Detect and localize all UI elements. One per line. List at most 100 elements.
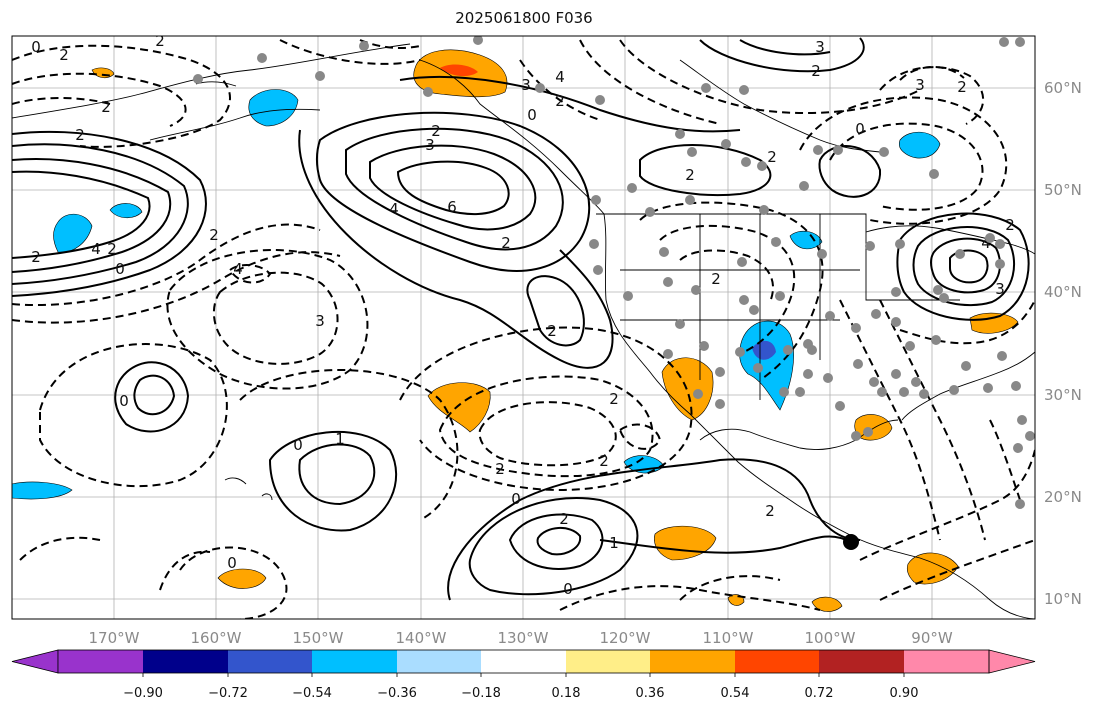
contour-label: 4 <box>91 240 101 258</box>
lon-label-170w: 170°W <box>89 629 140 647</box>
negative-anomaly-patch <box>12 481 73 500</box>
contour-label: 0 <box>563 580 573 598</box>
station-marker <box>807 345 817 355</box>
contour-label: 2 <box>559 510 569 528</box>
station-marker <box>1013 443 1023 453</box>
contour-label: 4 <box>389 200 399 218</box>
lon-label-150w: 150°W <box>293 629 344 647</box>
station-marker <box>701 83 711 93</box>
station-marker <box>783 345 793 355</box>
colorbar-tick-label: 0.90 <box>890 686 919 701</box>
strong-positive-anomaly-patch <box>440 64 478 77</box>
station-marker <box>853 359 863 369</box>
positive-anomaly-patch <box>906 552 959 585</box>
station-marker <box>423 87 433 97</box>
colorbar-tick-label: 0.36 <box>636 686 665 701</box>
contour-label: 2 <box>555 92 565 110</box>
station-marker <box>985 233 995 243</box>
station-marker <box>871 309 881 319</box>
station-marker <box>911 377 921 387</box>
station-marker <box>869 377 879 387</box>
lon-label-110w: 110°W <box>703 629 754 647</box>
map-title: 2025061800 F036 <box>455 9 593 27</box>
contour-label: 6 <box>447 198 457 216</box>
contour-label: 2 <box>431 122 441 140</box>
station-marker <box>595 95 605 105</box>
station-marker <box>627 183 637 193</box>
station-marker <box>779 387 789 397</box>
contour-label: 4 <box>233 260 243 278</box>
station-marker <box>315 71 325 81</box>
station-marker <box>659 247 669 257</box>
station-marker <box>931 335 941 345</box>
negative-anomaly-patch <box>248 89 299 127</box>
contour-label: 2 <box>107 240 117 258</box>
station-marker <box>1015 37 1025 47</box>
station-marker <box>877 387 887 397</box>
station-marker <box>741 157 751 167</box>
contour-label: 2 <box>957 78 967 96</box>
station-marker <box>663 277 673 287</box>
lat-label-40n: 40°N <box>1044 283 1082 301</box>
contour-label: 2 <box>101 98 111 116</box>
contour-label: 2 <box>155 32 165 50</box>
contour-label: 2 <box>811 62 821 80</box>
station-marker <box>961 361 971 371</box>
positive-anomaly-patch <box>217 568 267 589</box>
station-marker <box>1025 431 1035 441</box>
colorbar <box>11 649 1036 677</box>
contour-label: 3 <box>915 76 925 94</box>
station-marker <box>999 37 1009 47</box>
colorbar-tick-label: −0.36 <box>377 686 417 701</box>
station-marker <box>825 311 835 321</box>
colorbar-border <box>57 649 990 674</box>
map-panel <box>12 36 1035 619</box>
colorbar-tick-label: −0.72 <box>208 686 248 701</box>
station-marker <box>997 351 1007 361</box>
station-marker <box>693 389 703 399</box>
negative-anomaly-patch <box>898 131 941 159</box>
station-marker <box>865 241 875 251</box>
station-marker <box>473 36 483 45</box>
lat-label-60n: 60°N <box>1044 79 1082 97</box>
station-marker <box>955 249 965 259</box>
station-marker <box>851 431 861 441</box>
station-marker <box>823 373 833 383</box>
station-marker <box>905 341 915 351</box>
station-marker <box>691 285 701 295</box>
lon-label-160w: 160°W <box>191 629 242 647</box>
negative-anomaly-patch <box>109 203 143 219</box>
contour-labels: 0 2 2 2 3 4 6 4 2 2 0 2 3 2 2 4 3 2 4 2 … <box>31 32 1015 598</box>
negative-anomaly-patch <box>789 230 823 250</box>
colorbar-tick-labels: −0.90 −0.72 −0.54 −0.36 −0.18 0.18 0.36 … <box>123 686 918 701</box>
positive-anomaly-patch <box>427 382 491 433</box>
colorbar-tick-label: 0.72 <box>805 686 834 701</box>
colorbar-segment <box>228 650 312 673</box>
station-marker <box>675 129 685 139</box>
contour-label: 2 <box>767 148 777 166</box>
contour-label: 2 <box>599 452 609 470</box>
graticule <box>12 36 1035 619</box>
station-marker <box>675 319 685 329</box>
station-marker <box>949 385 959 395</box>
colorbar-tick-label: 0.54 <box>721 686 750 701</box>
station-marker <box>739 85 749 95</box>
contour-label: 0 <box>855 120 865 138</box>
station-marker <box>851 323 861 333</box>
contour-label: 2 <box>495 460 505 478</box>
station-marker <box>753 363 763 373</box>
station-marker <box>891 287 901 297</box>
station-marker <box>257 53 267 63</box>
contour-label: 0 <box>227 554 237 572</box>
contour-label: 1 <box>609 534 619 552</box>
contour-label: 4 <box>555 68 565 86</box>
positive-anomaly-patch <box>969 312 1019 334</box>
latitude-labels: 60°N 50°N 40°N 30°N 20°N 10°N <box>1044 79 1082 608</box>
contour-lines <box>12 37 1035 619</box>
station-marker <box>863 427 873 437</box>
station-marker <box>795 387 805 397</box>
station-marker <box>645 207 655 217</box>
colorbar-tick-label: −0.54 <box>292 686 332 701</box>
contour-label: 2 <box>209 226 219 244</box>
